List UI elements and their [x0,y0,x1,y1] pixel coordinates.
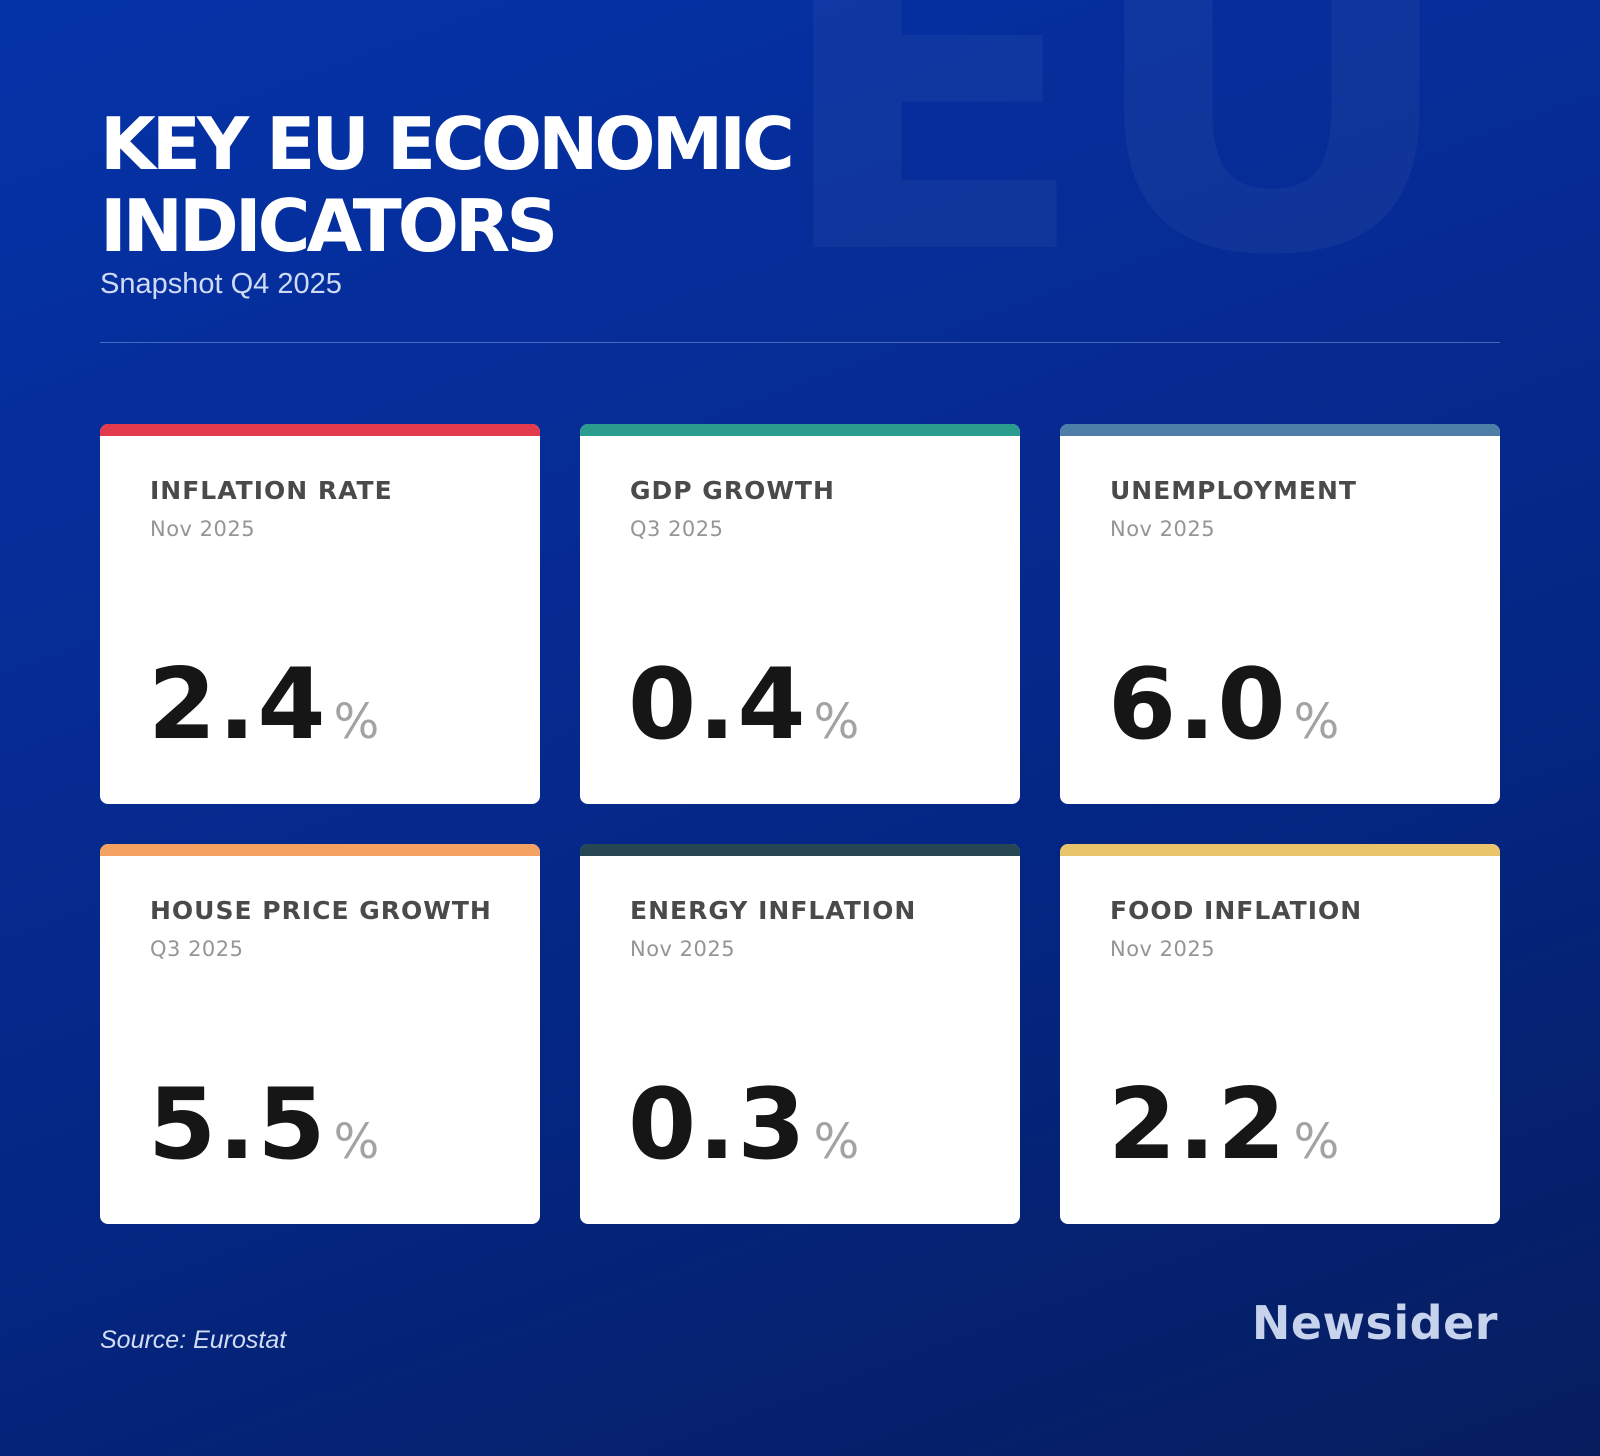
indicator-card-energy-inflation: ENERGY INFLATION Nov 2025 0.3% [580,844,1020,1224]
card-unit: % [1293,694,1340,750]
eu-watermark: EU [770,0,1463,320]
brand-logo: Newsider [1251,1296,1498,1350]
card-date: Q3 2025 [630,517,724,541]
card-accent-bar [1060,844,1500,856]
page-subtitle: Snapshot Q4 2025 [100,268,342,300]
card-accent-bar [580,424,1020,436]
card-value-group: 0.3% [628,1076,859,1174]
card-unit: % [1293,1114,1340,1170]
card-value: 2.2 [1108,1068,1288,1182]
card-label: ENERGY INFLATION [630,896,917,925]
card-date: Nov 2025 [150,517,256,541]
card-label: UNEMPLOYMENT [1110,476,1357,505]
indicator-card-gdp-growth: GDP GROWTH Q3 2025 0.4% [580,424,1020,804]
card-value-group: 2.4% [148,656,379,754]
card-date: Nov 2025 [1110,937,1216,961]
card-accent-bar [100,844,540,856]
card-value: 6.0 [1108,648,1288,762]
card-value: 0.4 [628,648,808,762]
indicator-card-inflation-rate: INFLATION RATE Nov 2025 2.4% [100,424,540,804]
card-label: INFLATION RATE [150,476,393,505]
card-label: GDP GROWTH [630,476,835,505]
card-value-group: 2.2% [1108,1076,1339,1174]
card-value: 2.4 [148,648,328,762]
card-value-group: 0.4% [628,656,859,754]
card-value: 0.3 [628,1068,808,1182]
indicator-card-unemployment: UNEMPLOYMENT Nov 2025 6.0% [1060,424,1500,804]
card-unit: % [333,694,380,750]
page-title: KEY EU ECONOMIC INDICATORS [100,102,795,268]
card-accent-bar [1060,424,1500,436]
card-value-group: 5.5% [148,1076,379,1174]
card-accent-bar [580,844,1020,856]
card-date: Nov 2025 [1110,517,1216,541]
indicator-card-house-price-growth: HOUSE PRICE GROWTH Q3 2025 5.5% [100,844,540,1224]
card-value: 5.5 [148,1068,328,1182]
card-unit: % [813,1114,860,1170]
card-date: Q3 2025 [150,937,244,961]
card-label: FOOD INFLATION [1110,896,1363,925]
card-value-group: 6.0% [1108,656,1339,754]
card-date: Nov 2025 [630,937,736,961]
card-unit: % [333,1114,380,1170]
card-label: HOUSE PRICE GROWTH [150,896,492,925]
card-accent-bar [100,424,540,436]
source-note: Source: Eurostat [100,1326,287,1354]
indicator-card-food-inflation: FOOD INFLATION Nov 2025 2.2% [1060,844,1500,1224]
card-unit: % [813,694,860,750]
header-divider [100,342,1500,343]
